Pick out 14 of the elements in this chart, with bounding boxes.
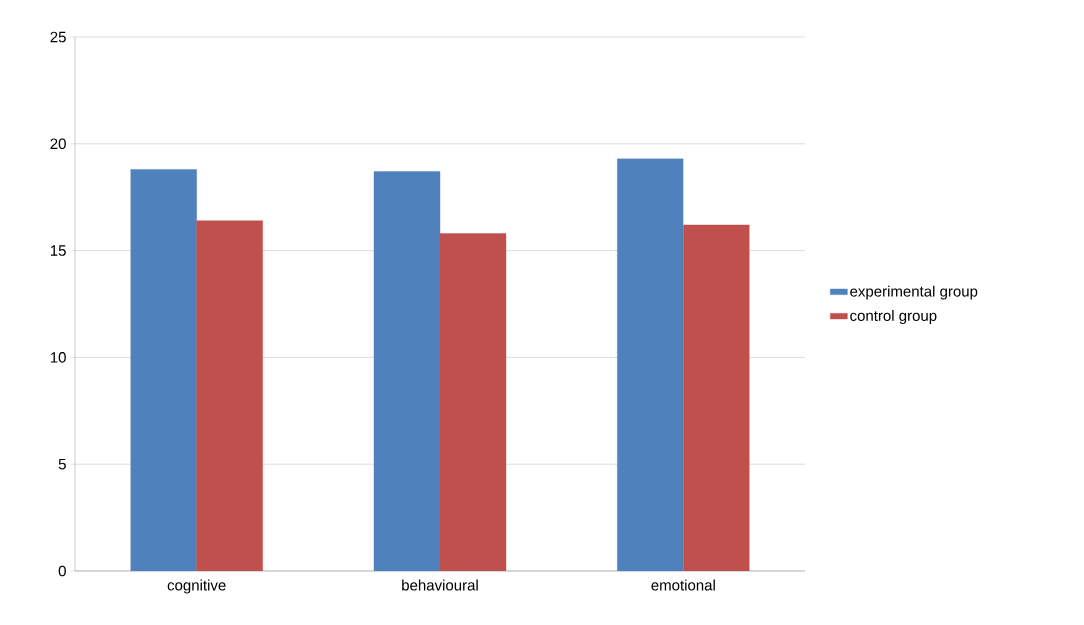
y-tick-label: 25 xyxy=(50,31,66,43)
legend-label: control group xyxy=(850,310,937,324)
x-tick-label: cognitive xyxy=(167,579,226,594)
y-tick-label: 15 xyxy=(50,245,66,256)
y-tick-label: 5 xyxy=(58,458,66,470)
y-tick-label: 20 xyxy=(50,138,66,150)
bar xyxy=(439,233,507,571)
bar xyxy=(196,220,263,571)
y-tick-label: 0 xyxy=(58,565,66,577)
x-tick-label: emotional xyxy=(651,579,715,591)
bar xyxy=(683,224,750,571)
y-tick-label: 10 xyxy=(50,352,66,363)
legend-label: experimental group xyxy=(850,285,978,300)
x-tick-label: behavioural xyxy=(402,579,478,591)
